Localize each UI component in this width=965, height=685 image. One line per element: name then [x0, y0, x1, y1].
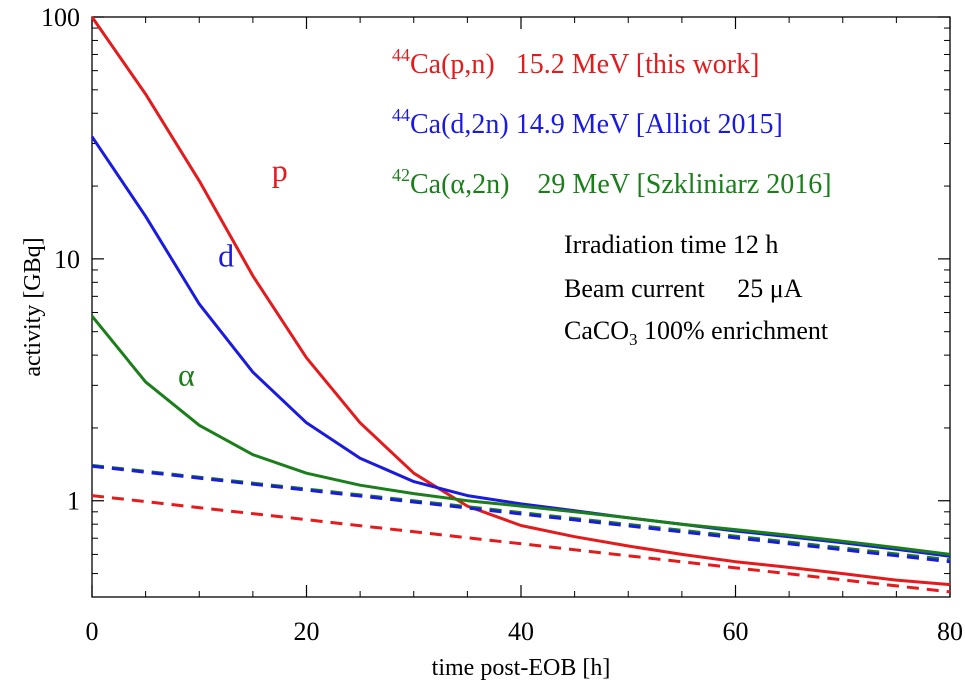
legend-entry-alpha: 42Ca(α,2n) 29 MeV [Szkliniarz 2016]: [392, 165, 832, 200]
legend-entry-alpha-text: Ca(α,2n) 29 MeV [Szkliniarz 2016]: [410, 169, 832, 200]
legend-entry-d-isotope: 44: [392, 105, 410, 125]
legend-entry-d-text: Ca(d,2n) 14.9 MeV [Alliot 2015]: [410, 109, 783, 140]
curve-labels: p d α: [178, 152, 288, 392]
legend-entry-alpha-isotope: 42: [392, 165, 410, 185]
annotation-target-text: 100% enrichment: [638, 316, 829, 345]
series-p-solid: [90, 16, 951, 587]
annotation-irradiation: Irradiation time 12 h: [564, 230, 778, 259]
x-tick-label: 20: [294, 617, 320, 646]
y-tick-label: 1: [67, 487, 80, 516]
annotation-target-subscript: 3: [629, 330, 638, 349]
x-axis-label: time post-EOB [h]: [432, 655, 611, 681]
legend-entry-d: 44Ca(d,2n) 14.9 MeV [Alliot 2015]: [392, 105, 783, 140]
axis-ticks: 0 20 40 60 80 1 10 100: [41, 3, 963, 646]
x-tick-label: 40: [508, 617, 534, 646]
series-alpha-solid: [90, 315, 951, 556]
legend-entry-p-isotope: 44: [392, 45, 410, 65]
curve-label-p: p: [272, 152, 288, 188]
x-tick-label: 60: [723, 617, 749, 646]
x-tick-label: 0: [86, 617, 99, 646]
annotation-beam-current: Beam current 25 μA: [564, 274, 803, 303]
y-tick-label: 100: [41, 3, 80, 32]
legend: 44Ca(p,n) 15.2 MeV [this work] 44Ca(d,2n…: [392, 45, 832, 200]
y-axis-label: activity [GBq]: [20, 237, 46, 376]
legend-entry-p-text: Ca(p,n) 15.2 MeV [this work]: [410, 49, 759, 80]
annotation: Irradiation time 12 h Beam current 25 μA…: [564, 230, 829, 349]
curve-label-alpha: α: [178, 356, 195, 392]
annotation-target-compound: CaCO: [564, 316, 629, 345]
series-group: [90, 16, 951, 594]
curve-label-d: d: [218, 237, 234, 273]
series-p-dashed: [91, 494, 951, 594]
x-tick-label: 80: [937, 617, 963, 646]
series-d-dashed: [91, 464, 951, 564]
annotation-target: CaCO3 100% enrichment: [564, 316, 829, 349]
legend-entry-p: 44Ca(p,n) 15.2 MeV [this work]: [392, 45, 759, 80]
y-tick-label: 10: [54, 245, 80, 274]
